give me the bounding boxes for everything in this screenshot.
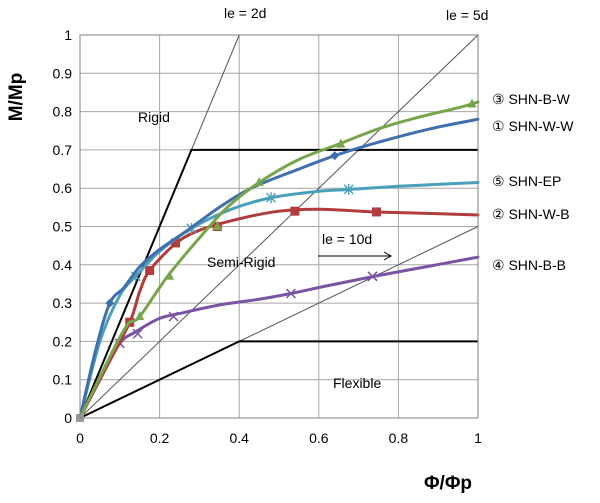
x-tick-label: 0	[76, 430, 84, 446]
data-point	[266, 192, 277, 204]
data-point	[135, 311, 145, 321]
tick-labels: 0 0.2 0.4 0.6 0.8 1 0 0.1 0.2 0.3 0.4 0.5 0.6 0.7 0.8 0…	[53, 27, 483, 446]
annotation-le-2d: le = 2d	[224, 5, 266, 21]
data-point	[212, 221, 222, 230]
y-tick-label: 0.2	[53, 333, 73, 349]
y-tick-label: 0.5	[53, 219, 73, 235]
series-x	[78, 255, 480, 420]
marker-stroke	[285, 288, 296, 299]
series-diamond	[78, 117, 480, 420]
data-point	[171, 238, 181, 248]
rigid-boundary-line	[79, 148, 478, 419]
data-point	[367, 271, 378, 282]
x-tick-label: 0.4	[229, 430, 249, 446]
le-10d-arrowhead	[383, 251, 393, 261]
data-point	[132, 328, 143, 339]
zone-label-rigid: Rigid	[138, 109, 170, 125]
y-tick-label: 0.3	[53, 295, 73, 311]
marker-stroke	[168, 311, 179, 322]
legend-entry: ① SHN-W-W	[492, 118, 574, 134]
y-tick-label: 0	[64, 410, 72, 426]
y-tick-label: 0.4	[53, 257, 73, 273]
y-tick-label: 0.7	[53, 142, 73, 158]
marker-stroke	[367, 271, 378, 282]
x-tick-label: 0.6	[309, 430, 329, 446]
y-tick-label: 0.8	[53, 104, 73, 120]
zone-label-flexible: Flexible	[333, 375, 381, 391]
data-series	[76, 98, 480, 422]
legend-entry: ④ SHN-B-B	[492, 257, 566, 273]
data-point	[343, 183, 354, 195]
y-tick-label: 0.6	[53, 180, 73, 196]
data-point	[168, 311, 179, 322]
series-asterisk	[78, 180, 480, 420]
x-axis-title: Φ/Φp	[424, 473, 472, 494]
data-point	[145, 266, 155, 276]
data-point	[467, 98, 477, 108]
legend-entry: ② SHN-W-B	[492, 206, 570, 222]
data-point	[165, 270, 175, 280]
data-point	[254, 176, 264, 186]
y-tick-label: 1	[64, 27, 72, 43]
legend-entry: ③ SHN-B-W	[492, 91, 571, 107]
reference-lines	[79, 34, 479, 419]
series-line	[78, 100, 480, 420]
data-point	[336, 138, 346, 148]
series-line	[78, 180, 480, 420]
x-tick-label: 0.8	[389, 430, 409, 446]
series-triangle	[78, 98, 480, 420]
annotation-le-10d: le = 10d	[322, 231, 372, 247]
legend: ③ SHN-B-W ① SHN-W-W ⑤ SHN-EP ② SHN-W-B ④ SHN…	[492, 91, 574, 273]
flexible-boundary-line	[79, 340, 478, 419]
marker-stroke	[132, 328, 143, 339]
data-point	[105, 298, 115, 308]
zone-label-semi-rigid: Semi-Rigid	[207, 254, 275, 270]
y-axis-title: M/Mp	[6, 73, 27, 122]
plot-area-border	[79, 34, 479, 419]
data-point	[285, 288, 296, 299]
data-point	[290, 206, 300, 216]
x-tick-label: 1	[474, 430, 482, 446]
reference-line-le-5d	[79, 34, 479, 419]
series-line	[78, 255, 480, 420]
y-tick-label: 0.9	[53, 65, 73, 81]
data-point	[372, 207, 382, 217]
y-tick-label: 0.1	[53, 372, 73, 388]
annotation-le-5d: le = 5d	[446, 7, 488, 23]
x-tick-label: 0.2	[150, 430, 170, 446]
legend-entry: ⑤ SHN-EP	[492, 173, 561, 189]
data-point	[330, 151, 340, 161]
